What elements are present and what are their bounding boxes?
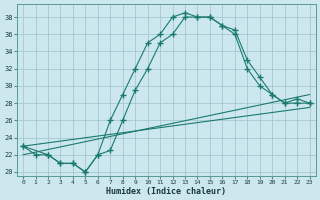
- X-axis label: Humidex (Indice chaleur): Humidex (Indice chaleur): [106, 187, 226, 196]
